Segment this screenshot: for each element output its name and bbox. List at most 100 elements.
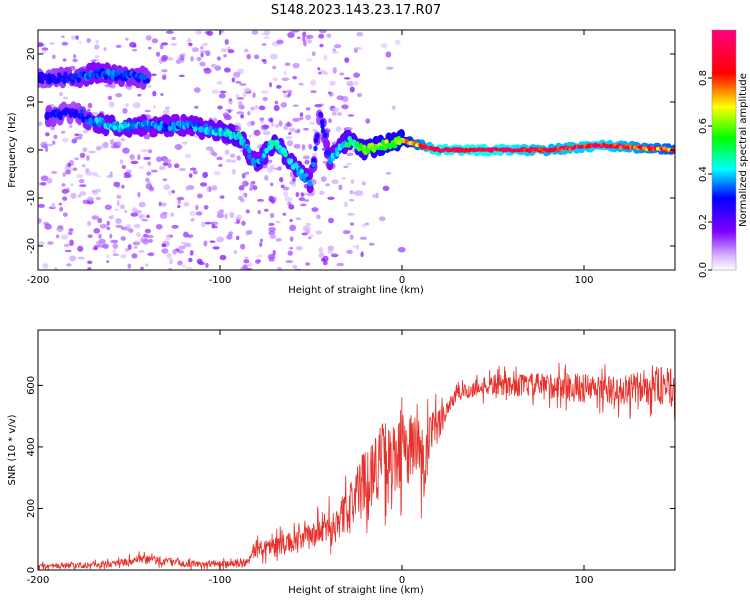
spectrogram-y-tick-label: -10 [26,190,37,206]
spectrogram-noise-blob [172,249,178,255]
spectrogram-noise-blob [124,209,128,214]
spectrogram-noise-blob [138,201,146,208]
spectrogram-noise-blob [165,30,174,35]
spectrogram-noise-blob [314,104,323,108]
spectrogram-noise-blob [77,245,84,252]
spectrogram-noise-blob [354,190,363,197]
snr-y-tick-label: 600 [26,376,37,395]
spectrogram-noise-blob [61,234,69,240]
spectrogram-noise-blob [310,79,317,86]
spectrogram-noise-blob [186,234,194,238]
spectrogram-ridge-point [319,112,324,118]
spectrogram-noise-blob [212,246,220,250]
spectrogram-noise-blob [346,127,353,131]
spectrogram-noise-blob [252,185,258,191]
spectrogram-noise-blob [116,194,122,199]
spectrogram-noise-blob [142,233,149,238]
spectrogram-noise-blob [176,196,185,201]
spectrogram-noise-blob [122,147,130,154]
spectrogram-noise-blob [40,175,49,182]
spectrogram-noise-blob [316,214,321,220]
spectrogram-y-ticks: -20 -10 0 10 20 [26,48,675,254]
spectrogram-noise-blob [279,177,284,183]
spectrogram-ridge-point [46,72,52,79]
spectrogram-noise-blob [262,124,270,129]
spectrogram-noise-blob [187,184,195,190]
spectrogram-noise-blob [161,243,167,248]
spectrogram-noise-blob [382,185,390,191]
spectrogram-noise-blob [151,73,157,77]
spectrogram-noise-blob [107,95,113,101]
spectrogram-noise-blob [346,80,354,87]
spectrogram-noise-blob [82,129,89,134]
spectrogram-noise-blob [194,105,199,109]
spectrogram-noise-blob [336,95,344,101]
spectrogram-noise-blob [305,107,311,111]
spectrogram-noise-blob [91,215,99,220]
spectrogram-noise-blob [178,245,186,250]
spectrogram-noise-blob [219,254,227,261]
spectrogram-noise-blob [223,54,227,58]
spectrogram-noise-blob [86,38,91,43]
spectrogram-noise-blob [210,63,217,68]
spectrogram-noise-blob [273,167,281,171]
spectrogram-noise-blob [344,57,350,64]
spectrogram-noise-blob [269,117,274,123]
snr-x-tick-label: 100 [574,575,593,586]
spectrogram-noise-blob [146,214,150,218]
spectrogram-noise-blob [103,47,107,52]
spectrogram-noise-blob [213,171,221,176]
snr-x-ticks: -200 -100 0 100 [27,330,594,586]
spectrogram-noise-blob [331,107,340,113]
spectrogram-noise-blob [120,184,125,189]
spectrogram-noise-blob [167,190,173,196]
spectrogram-noise-blob [306,34,314,39]
spectrogram-noise-blob [123,172,130,177]
spectrogram-noise-blob [188,173,193,178]
spectrogram-noise-blob [216,80,223,85]
spectrogram-noise-blob [70,35,77,40]
spectrogram-noise-blob [333,44,342,49]
spectrogram-noise-blob [177,260,183,266]
spectrogram-noise-blob [269,82,273,88]
spectrogram-noise-blob [263,30,271,36]
spectrogram-noise-blob [224,213,228,220]
spectrogram-noise-blob [38,121,43,126]
spectrogram-noise-blob [226,234,233,240]
spectrogram-noise-blob [177,205,181,209]
spectrogram-noise-blob [69,228,74,232]
spectrogram-noise-blob [361,181,366,186]
spectrogram-noise-blob [288,204,295,210]
spectrogram-noise-blob [295,245,303,251]
spectrogram-noise-blob [87,234,93,239]
spectrogram-noise-blob [147,253,154,256]
spectrogram-ridge-point [145,78,150,84]
spectrogram-noise-blob [365,118,371,124]
spectrogram-noise-blob [155,156,163,163]
spectrogram-noise-blob [193,87,201,93]
spectrogram-noise-blob [284,196,293,202]
spectrogram-noise-blob [199,50,208,53]
spectrogram-noise-blob [204,221,213,225]
spectrogram-noise-blob [85,171,93,176]
spectrogram-noise-blob [159,212,168,219]
spectrogram-noise-blob [133,224,141,229]
spectrogram-noise-blob [343,165,349,169]
spectrogram-noise-blob [299,116,304,121]
spectrogram-noise-blob [259,238,264,243]
spectrogram-noise-blob [308,143,313,150]
spectrogram-noise-blob [150,169,158,173]
spectrogram-ridge-point [393,142,398,149]
spectrogram-noise-blob [381,42,388,49]
spectrogram-ridge-point [247,153,252,160]
spectrogram-noise-blob [132,207,138,213]
spectrogram-noise-blob [121,164,127,170]
spectrogram-noise-blob [219,195,225,199]
spectrogram-noise-blob [145,35,152,41]
spectrogram-noise-blob [167,162,172,169]
spectrogram-noise-blob [115,218,122,224]
spectrogram-noise-blob [353,72,361,78]
spectrogram-ridge-point [381,139,386,146]
spectrogram-ridge-point [335,151,340,157]
spectrogram-noise-blob [231,77,236,83]
